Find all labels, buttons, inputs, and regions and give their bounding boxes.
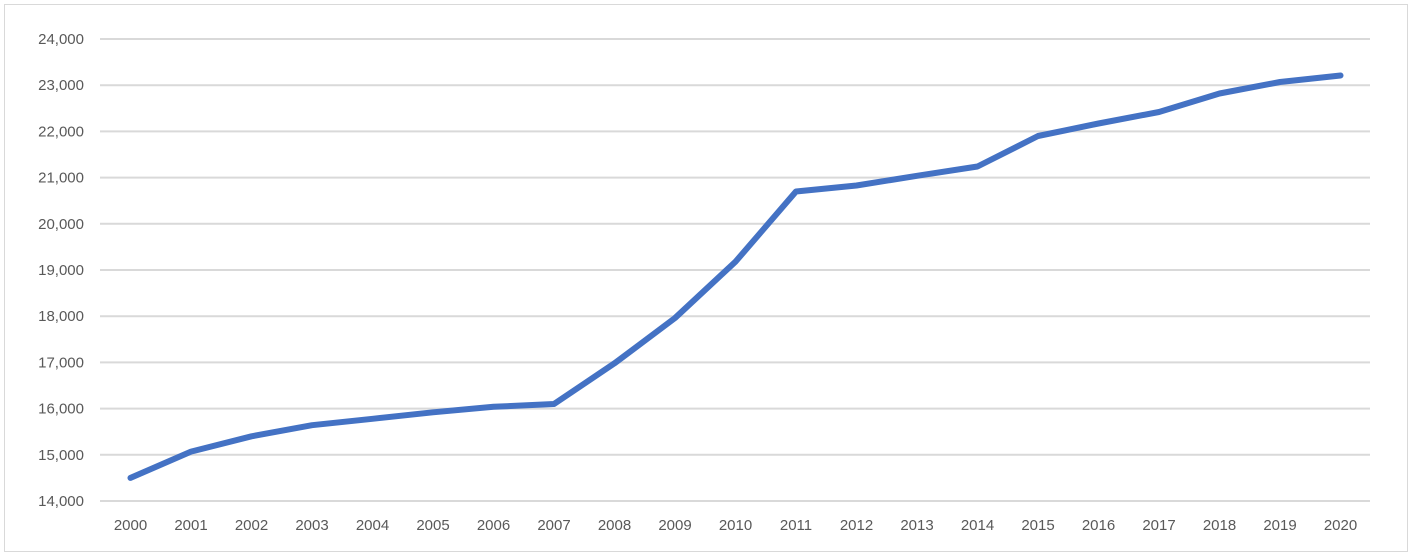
y-tick-label: 15,000 (38, 447, 84, 464)
y-tick-label: 16,000 (38, 401, 84, 418)
x-tick-label: 2009 (658, 517, 691, 534)
chart-frame (4, 4, 1408, 552)
x-tick-label: 2003 (295, 517, 328, 534)
y-tick-label: 22,000 (38, 123, 84, 140)
x-tick-label: 2013 (900, 517, 933, 534)
x-tick-label: 2014 (961, 517, 994, 534)
x-tick-label: 2000 (114, 517, 147, 534)
y-tick-label: 24,000 (38, 31, 84, 48)
y-tick-label: 20,000 (38, 216, 84, 233)
y-axis-tick-labels: 14,000 15,000 16,000 17,000 18,000 19,000 20,0… (38, 31, 84, 510)
x-tick-label: 2020 (1324, 517, 1357, 534)
x-tick-label: 2008 (598, 517, 631, 534)
y-tick-label: 23,000 (38, 77, 84, 94)
x-tick-label: 2004 (356, 517, 389, 534)
y-tick-label: 17,000 (38, 354, 84, 371)
x-tick-label: 2011 (780, 517, 812, 534)
x-tick-label: 2017 (1142, 517, 1175, 534)
y-tick-label: 14,000 (38, 493, 84, 510)
x-tick-label: 2002 (235, 517, 268, 534)
x-tick-label: 2010 (719, 517, 752, 534)
gridlines (100, 38, 1370, 502)
x-tick-label: 2006 (477, 517, 510, 534)
x-tick-label: 2016 (1082, 517, 1115, 534)
y-tick-label: 18,000 (38, 308, 84, 325)
y-tick-label: 19,000 (38, 262, 84, 279)
x-tick-label: 2005 (416, 517, 449, 534)
y-tick-label: 21,000 (38, 170, 84, 187)
series-group (127, 72, 1344, 481)
x-tick-label: 2019 (1263, 517, 1296, 534)
x-axis-tick-labels: 2000 2001 2002 2003 2004 2005 2006 2007 2008 2009… (114, 517, 1357, 534)
series-line-0 (127, 72, 1344, 481)
x-tick-label: 2012 (840, 517, 873, 534)
x-tick-label: 2001 (174, 517, 207, 534)
x-tick-label: 2015 (1021, 517, 1054, 534)
x-tick-label: 2007 (537, 517, 570, 534)
x-tick-label: 2018 (1203, 517, 1236, 534)
